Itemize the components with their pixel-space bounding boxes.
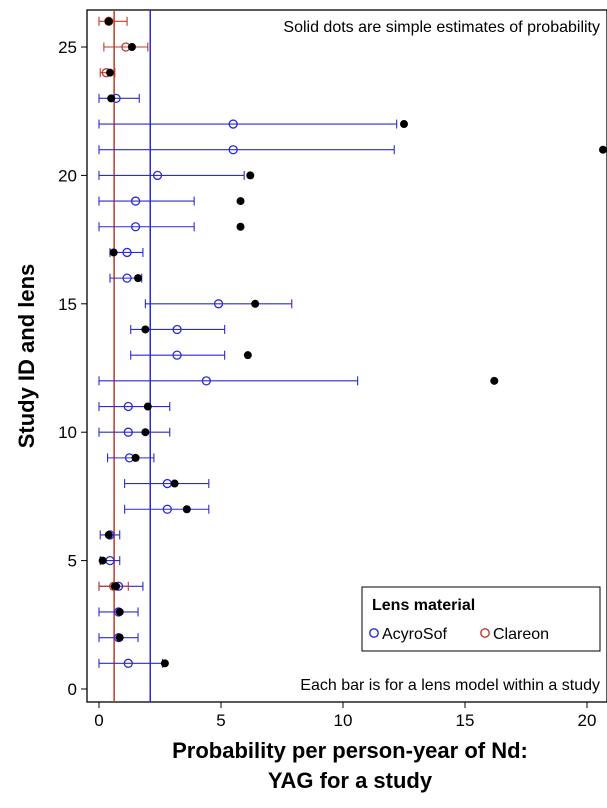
estimate-marker-acyrosof [228,119,238,129]
x-axis-title-line-1: Probability per person-year of Nd: [172,738,528,763]
legend-label-acyrosof: AcyroSof [382,626,447,643]
simple-estimate-dot [115,607,124,616]
y-tick-label: 25 [58,38,77,57]
x-tick-label: 20 [578,711,597,730]
simple-estimate-dot [141,325,150,334]
estimate-marker-acyrosof [172,350,182,360]
estimate-marker-acyrosof [162,504,172,514]
legend-box [361,586,601,652]
simple-estimate-dot [170,479,179,488]
legend-marker-acyrosof [369,628,379,638]
simple-estimate-dot [127,43,136,51]
x-tick-label: 15 [456,711,475,730]
simple-estimate-dot [160,659,169,668]
estimate-marker-acyrosof [123,658,133,668]
simple-estimate-dot [109,248,118,257]
simple-estimate-dot [599,145,607,154]
x-axis-title-line-2: YAG for a study [268,768,433,793]
y-axis-title: Study ID and lens [14,264,39,449]
estimate-marker-acyrosof [201,376,212,386]
estimate-marker-acyrosof [122,247,132,258]
points [98,16,607,668]
simple-estimate-dot [246,171,255,180]
simple-estimate-dot [115,633,124,642]
simple-estimate-dot [104,530,113,539]
estimate-marker-acyrosof [123,401,133,412]
legend-label-clareon: Clareon [493,626,549,643]
estimate-marker-acyrosof [172,324,182,335]
simple-estimate-dot [98,556,107,565]
estimate-marker-acyrosof [152,170,163,181]
simple-estimate-dot [251,299,260,308]
simple-estimate-dot [112,582,121,591]
simple-estimate-dot [105,68,114,77]
x-tick-label: 5 [216,711,225,730]
legend-marker-clareon [480,628,490,638]
estimate-marker-acyrosof [228,145,238,155]
simple-estimate-dot [134,274,143,283]
simple-estimate-dot [490,376,499,385]
estimate-marker-acyrosof [123,427,133,437]
simple-estimate-dot [236,197,245,206]
estimate-marker-acyrosof [130,222,141,232]
simple-estimate-dot [143,402,152,411]
legend-title: Lens material [372,597,475,614]
simple-estimate-dot [141,428,150,437]
simple-estimate-dot [131,453,140,462]
y-tick-label: 5 [68,552,77,571]
y-tick-label: 20 [58,166,77,185]
reference-lines [113,10,151,702]
plot-frame [86,9,607,703]
simple-estimate-dot [400,120,408,129]
estimate-marker-acyrosof [213,299,224,309]
y-tick-label: 0 [68,680,77,699]
annotation-top: Solid dots are simple estimates of proba… [283,19,600,36]
simple-estimate-dot [236,222,245,231]
error-bars [98,16,398,668]
annotation-bottom: Each bar is for a lens model within a st… [300,677,600,694]
legend: Lens material AcyroSof Clareon [361,586,601,652]
y-tick-label: 15 [58,295,77,314]
estimate-marker-acyrosof [122,273,132,283]
y-tick-label: 10 [58,423,77,442]
x-tick-label: 0 [94,711,103,730]
simple-estimate-dot [243,351,252,360]
x-tick-label: 10 [334,711,353,730]
simple-estimate-dot [104,17,113,26]
axes: 0 5 10 15 20 0 5 10 15 20 25 [58,38,596,730]
simple-estimate-dot [182,505,191,514]
estimate-marker-acyrosof [130,196,141,206]
simple-estimate-dot [107,94,116,103]
